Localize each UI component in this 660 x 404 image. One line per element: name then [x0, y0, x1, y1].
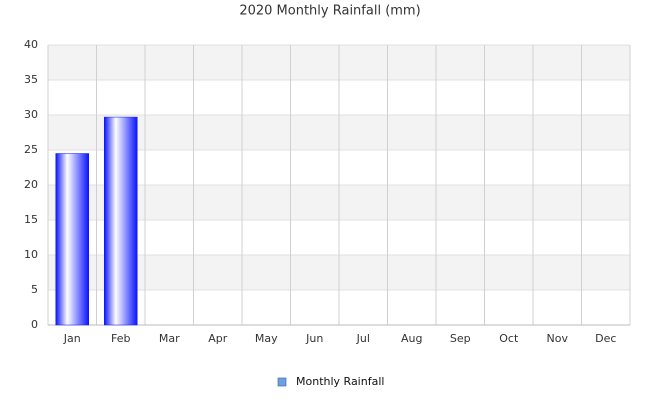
bar: [55, 153, 89, 326]
y-tick-label: 0: [31, 318, 38, 331]
x-tick-label: Jun: [305, 332, 323, 345]
x-tick-label: May: [255, 332, 278, 345]
y-tick-label: 20: [24, 178, 38, 191]
x-tick-label: Jan: [63, 332, 81, 345]
x-tick-label: Aug: [401, 332, 422, 345]
bar: [104, 116, 138, 326]
y-tick-label: 40: [24, 38, 38, 51]
chart-title: 2020 Monthly Rainfall (mm): [239, 4, 420, 19]
y-tick-label: 30: [24, 108, 38, 121]
x-tick-label: Dec: [595, 332, 616, 345]
x-tick-label: Jul: [356, 332, 370, 345]
x-tick-label: Mar: [159, 332, 180, 345]
legend-label: Monthly Rainfall: [296, 375, 384, 388]
x-tick-label: Sep: [450, 332, 471, 345]
y-tick-label: 25: [24, 143, 38, 156]
y-tick-label: 15: [24, 213, 38, 226]
y-tick-label: 5: [31, 283, 38, 296]
x-tick-label: Nov: [547, 332, 569, 345]
x-tick-label: Oct: [499, 332, 519, 345]
x-tick-label: Apr: [208, 332, 228, 345]
legend-swatch: [277, 377, 287, 387]
y-tick-label: 10: [24, 248, 38, 261]
y-tick-label: 35: [24, 73, 38, 86]
x-tick-label: Feb: [111, 332, 130, 345]
